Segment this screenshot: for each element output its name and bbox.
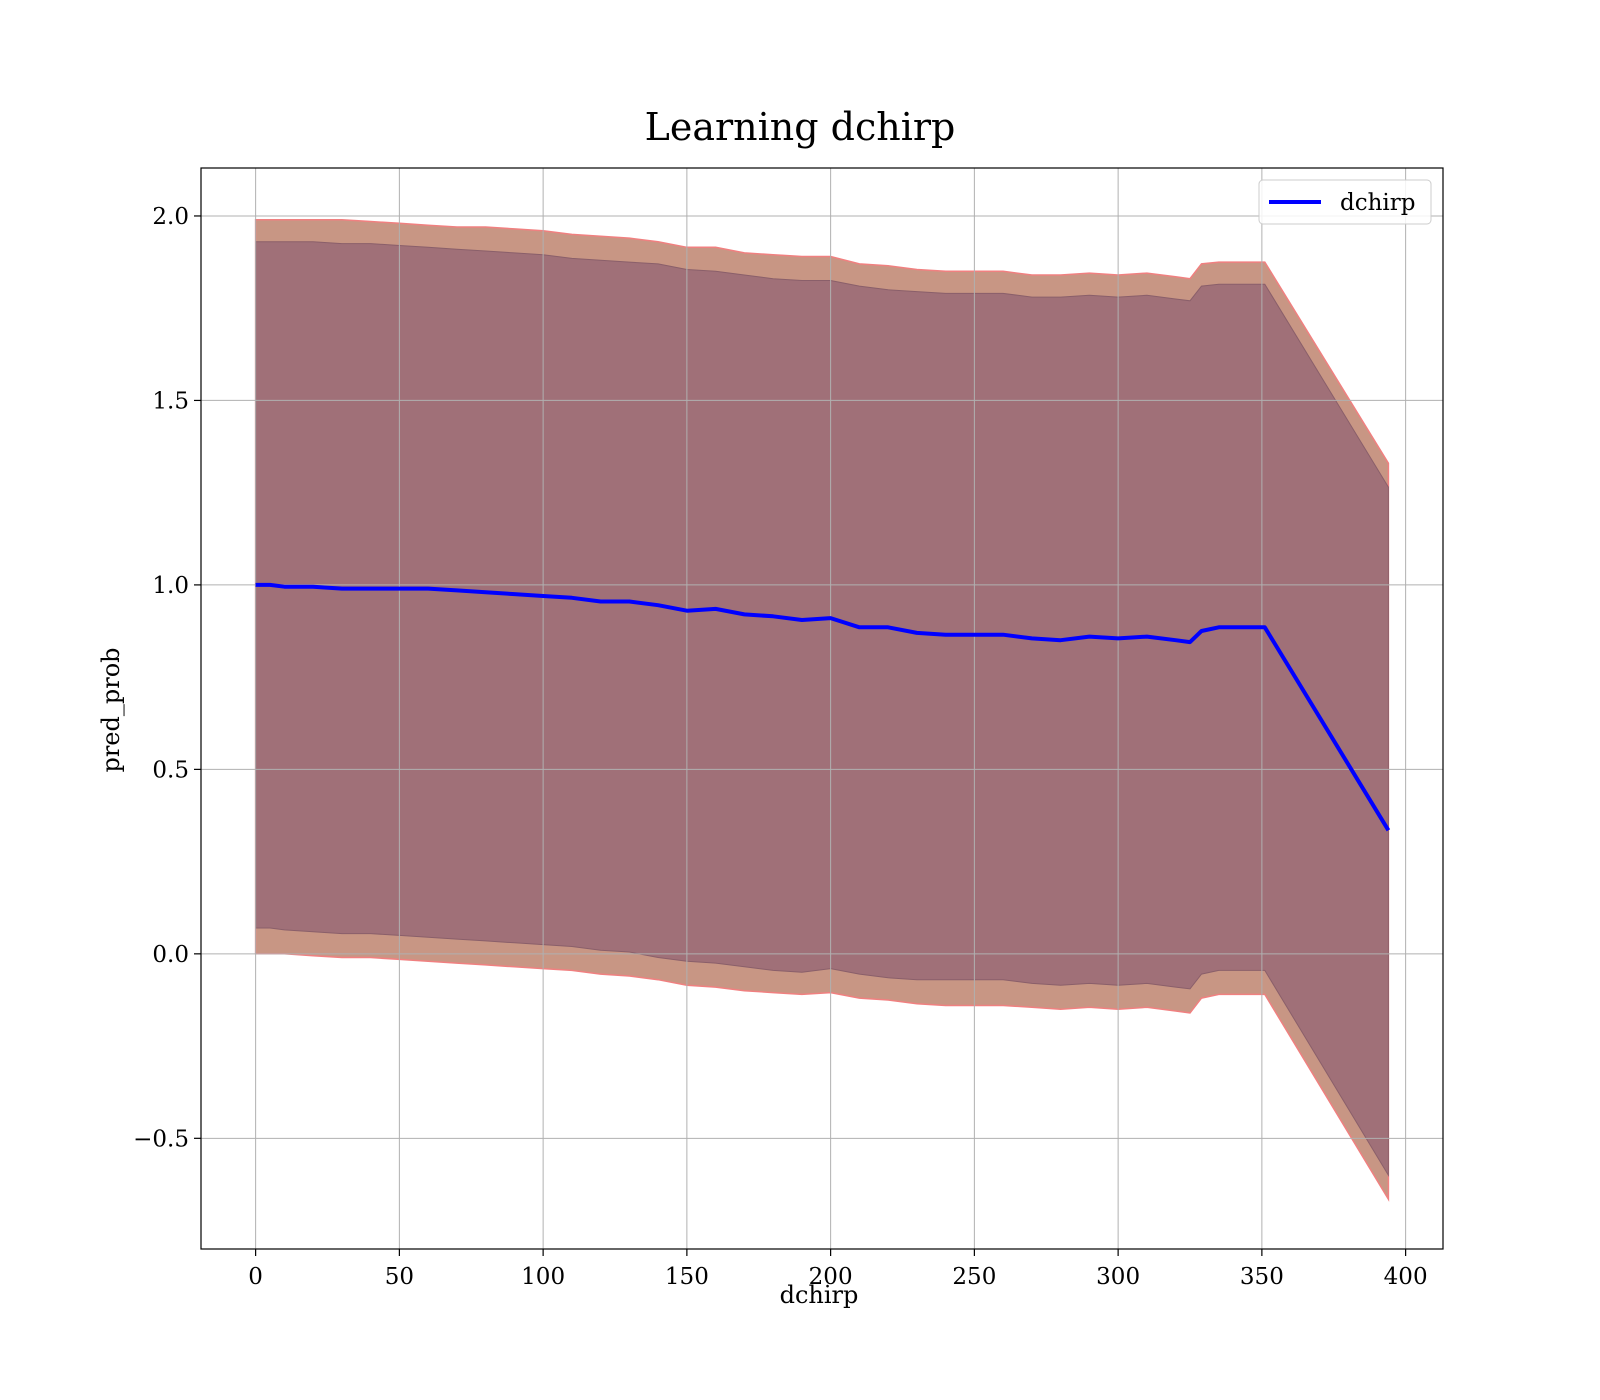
y-tick-label: 2.0 <box>152 204 189 230</box>
inner-band <box>255 241 1389 1177</box>
y-axis-label: pred_prob <box>97 647 125 772</box>
y-tick-label: 0.5 <box>152 757 189 783</box>
y-tick-label: 0.0 <box>152 942 189 968</box>
x-tick-label: 150 <box>665 1264 709 1290</box>
legend-label: dchirp <box>1340 190 1416 216</box>
axes-frame <box>200 167 1444 1250</box>
x-tick-label: 0 <box>248 1264 263 1290</box>
x-tick-label: 350 <box>1240 1264 1284 1290</box>
series-line-dchirp <box>255 582 1391 832</box>
y-tick-label: 1.5 <box>152 388 189 414</box>
y-tick-label: −0.5 <box>133 1126 189 1152</box>
legend-box <box>1258 179 1432 225</box>
x-tick-label: 100 <box>521 1264 565 1290</box>
x-tick-label: 250 <box>952 1264 996 1290</box>
x-tick-label: 200 <box>809 1264 853 1290</box>
x-tick-label: 50 <box>385 1264 414 1290</box>
x-tick-label: 300 <box>1096 1264 1140 1290</box>
plot-area: 0 50 100 150 200 250 300 350 400 −0.5 0.0 0.5 1.0 1.5… <box>133 167 1444 1290</box>
x-axis-label: dchirp <box>780 1281 859 1309</box>
x-tick-label: 400 <box>1384 1264 1428 1290</box>
y-tick-label: 1.0 <box>152 573 189 599</box>
chart-title: Learning dchirp <box>645 105 956 149</box>
